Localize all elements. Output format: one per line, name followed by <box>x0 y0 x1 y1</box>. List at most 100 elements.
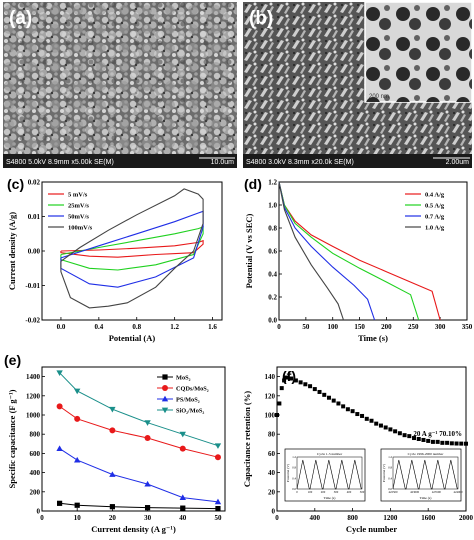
data-point <box>56 500 63 506</box>
inset-x-tick-label: 0 <box>296 490 298 494</box>
inset-x-label: Time (s) <box>420 496 433 500</box>
inset-y-label: Potential (V) <box>382 463 386 482</box>
x-tick-label: 0.8 <box>132 323 141 331</box>
inset-x-tick-label: 423500 <box>432 490 442 494</box>
data-point <box>355 412 360 417</box>
data-point <box>109 471 116 477</box>
legend-marker <box>162 374 168 380</box>
x-tick-label: 0 <box>277 323 281 331</box>
y-tick-label: 1.2 <box>268 179 277 187</box>
inset-y-tick-label: 1.2 <box>292 455 296 459</box>
x-tick-label: 800 <box>347 514 358 522</box>
data-point <box>144 420 151 426</box>
data-point <box>350 409 355 414</box>
data-point <box>56 445 63 451</box>
panel-a-sem-image: S4800 5.0kV 8.9mm x5.00k SE(M) 10.0um (a… <box>3 2 237 168</box>
inset-x-tick-label: 300 <box>334 490 339 494</box>
y-tick-label: 0.00 <box>28 248 41 256</box>
retention-annotation: 20 A g⁻¹ 70.10% <box>413 430 462 438</box>
x-tick-label: 0.0 <box>57 323 66 331</box>
data-point <box>179 431 186 438</box>
inset-x-tick-label: 423000 <box>410 490 420 494</box>
data-point <box>109 406 116 413</box>
x-tick-label: 10 <box>74 514 82 522</box>
data-point <box>289 376 294 381</box>
y-tick-label: 0.4 <box>268 271 277 279</box>
inset-y-tick-label: 0.0 <box>292 487 296 491</box>
legend-label: 100mV/s <box>68 225 93 232</box>
data-point <box>214 443 222 449</box>
data-point <box>144 435 151 442</box>
data-point <box>378 423 383 428</box>
data-point <box>144 505 151 511</box>
data-point <box>430 439 435 444</box>
inset-x-label: Time (s) <box>324 496 337 500</box>
series-line <box>59 502 219 510</box>
data-point <box>215 506 221 512</box>
data-point <box>275 413 279 417</box>
panel-b-sem-image: 200 nm S4800 3.0kV 8.3mm x20.0k SE(M) 2.… <box>243 2 472 168</box>
y-tick-label: 60 <box>268 450 276 458</box>
x-tick-label: 50 <box>214 514 222 522</box>
discharge-curve <box>278 181 376 321</box>
discharge-curve <box>278 181 420 321</box>
cv-curve <box>60 188 204 309</box>
data-point <box>214 498 222 505</box>
data-point <box>284 375 289 380</box>
data-point <box>407 434 412 439</box>
panel-b-scale-text: 2.00um <box>446 159 470 166</box>
x-tick-label: 0 <box>275 514 279 522</box>
panel-letter: (e) <box>4 352 21 368</box>
inset-plot-frame <box>392 456 459 490</box>
x-axis-label: Cycle number <box>346 524 397 534</box>
inset-y-label: Potential (V) <box>286 463 290 482</box>
data-point <box>449 441 454 446</box>
data-point <box>180 505 186 511</box>
y-tick-label: 0 <box>37 508 41 516</box>
data-point <box>454 441 459 446</box>
data-point <box>73 388 81 395</box>
discharge-curve <box>278 181 345 321</box>
panel-a-scale-text: 10.0um <box>211 159 235 166</box>
y-tick-label: 400 <box>30 469 41 477</box>
x-tick-label: 350 <box>462 323 473 331</box>
plot-frame <box>276 366 467 512</box>
x-tick-label: 1.6 <box>208 323 217 331</box>
legend-label: 0.5 A/g <box>425 203 445 210</box>
data-point <box>326 395 331 400</box>
y-tick-label: 80 <box>268 431 276 439</box>
plot-frame <box>41 366 226 512</box>
x-axis-label: Current density (A g⁻¹) <box>91 524 176 534</box>
legend-label: 50mV/s <box>68 214 89 221</box>
y-axis-label: Capacitance retention (%) <box>242 391 252 487</box>
data-point <box>56 403 63 410</box>
inset-gcd-curve <box>296 459 362 490</box>
y-tick-label: 20 <box>268 488 276 496</box>
data-point <box>421 437 426 442</box>
x-tick-label: 1200 <box>383 514 398 522</box>
inset-x-tick-label: 200 <box>321 490 326 494</box>
panel-b-letter: (b) <box>249 8 273 29</box>
panel-a-letter: (a) <box>9 8 32 29</box>
legend-label: CQDs/MoS₂ <box>176 386 209 393</box>
data-point <box>393 429 398 434</box>
data-point <box>383 425 388 430</box>
x-tick-label: 1.2 <box>170 323 179 331</box>
data-point <box>464 441 468 446</box>
chart-panel-d: 0 50 100 150 200 250 300 350 0.0 0.2 0.4 0.6 0.8 1.0 1… <box>244 176 473 343</box>
y-tick-label: 0.0 <box>268 317 277 325</box>
y-tick-label: 1.0 <box>268 202 277 210</box>
y-tick-label: 0.6 <box>268 248 277 256</box>
y-tick-label: 1000 <box>26 412 41 420</box>
inset-y-tick-label: 0.8 <box>388 466 392 470</box>
chart-panel-f: 0 400 800 1200 1600 2000020406080100120140Cyc… <box>242 366 474 534</box>
legend-label: 0.7 A/g <box>425 214 445 221</box>
data-point <box>293 378 298 383</box>
legend-label: 1.0 A/g <box>425 225 445 232</box>
y-tick-label: -0.01 <box>25 282 40 290</box>
panel-b-inset-scale: 200 nm <box>369 94 389 100</box>
legend-label: SiO₂/MoS₂ <box>176 408 204 415</box>
panel-letter: (d) <box>244 176 262 192</box>
y-tick-label: 1200 <box>26 392 41 400</box>
data-point <box>360 413 365 418</box>
